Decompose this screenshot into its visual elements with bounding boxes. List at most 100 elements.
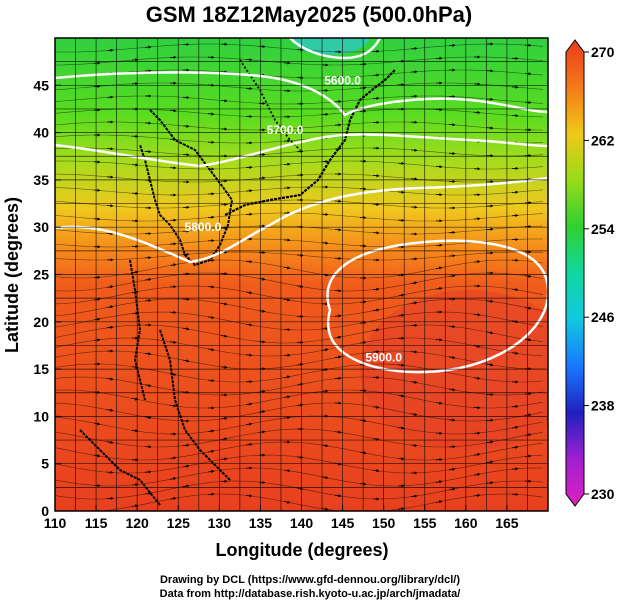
wind-arrow xyxy=(372,73,380,77)
wind-arrow xyxy=(93,454,101,458)
wind-arrow xyxy=(435,401,443,405)
wind-arrow xyxy=(169,477,177,481)
colorbar-tick-label: 254 xyxy=(591,221,615,237)
wind-arrow xyxy=(283,500,291,504)
wind-arrow xyxy=(207,215,215,219)
wind-arrow xyxy=(220,365,228,369)
wind-arrow xyxy=(511,404,519,409)
credit-data-source: Data from http://database.rish.kyoto-u.a… xyxy=(160,588,461,600)
wind-arrow xyxy=(258,176,266,180)
y-tick-label: 40 xyxy=(33,125,49,141)
wind-arrow xyxy=(448,123,456,127)
colorbar: 230 238 246 254 262 270 xyxy=(565,39,615,507)
wind-arrow xyxy=(296,48,304,52)
wind-arrow xyxy=(296,284,304,288)
wind-arrow xyxy=(397,426,405,430)
wind-arrow xyxy=(220,272,228,276)
wind-arrow xyxy=(245,291,253,295)
wind-arrow xyxy=(144,383,152,388)
wind-arrow xyxy=(182,124,190,128)
wind-arrow xyxy=(283,375,291,379)
wind-arrow xyxy=(220,334,228,338)
wind-arrow xyxy=(245,422,253,426)
wind-arrow xyxy=(207,315,215,319)
wind-arrow xyxy=(435,431,443,435)
wind-arrow xyxy=(207,112,215,116)
wind-arrow xyxy=(258,389,266,394)
wind-arrow xyxy=(296,362,304,367)
wind-arrow xyxy=(435,286,443,291)
y-tick-label: 35 xyxy=(33,172,49,188)
wind-arrow xyxy=(473,110,481,115)
wind-arrow xyxy=(106,325,114,329)
wind-arrow xyxy=(473,313,481,317)
wind-arrow xyxy=(397,190,405,194)
wind-arrow xyxy=(486,440,494,444)
wind-arrow xyxy=(524,274,532,278)
wind-arrow xyxy=(182,484,190,488)
wind-arrow xyxy=(169,496,177,501)
wind-arrow xyxy=(144,470,152,474)
wind-arrow xyxy=(397,394,405,398)
wind-arrow xyxy=(169,456,177,460)
wind-arrow xyxy=(473,431,481,435)
wind-arrow xyxy=(448,487,456,491)
chart-title: GSM 18Z12May2025 (500.0hPa) xyxy=(146,2,473,27)
coastlines xyxy=(79,59,396,506)
wind-arrow xyxy=(93,338,101,342)
wind-arrow xyxy=(220,302,228,306)
wind-arrow xyxy=(283,298,291,302)
wind-arrow xyxy=(245,259,253,264)
wind-arrow xyxy=(220,437,228,441)
wind-arrow xyxy=(410,380,418,384)
wind-arrow xyxy=(372,469,380,473)
wind-arrow xyxy=(93,422,101,426)
y-tick-label: 30 xyxy=(33,219,49,235)
wind-arrow xyxy=(511,213,519,218)
wind-arrow xyxy=(473,376,481,380)
wind-arrow xyxy=(296,487,304,491)
wind-arrow xyxy=(486,299,494,303)
wind-arrow xyxy=(144,45,152,49)
wind-arrow xyxy=(245,189,253,193)
colorbar-tick-label: 230 xyxy=(591,486,615,502)
wind-arrow xyxy=(207,469,215,474)
x-tick-label: 165 xyxy=(495,515,519,531)
x-axis-ticks: 110 115 120 125 130 135 140 145 150 155 160 165 xyxy=(44,505,519,531)
wind-arrow xyxy=(372,308,380,312)
colorbar-tick-label: 262 xyxy=(591,132,615,148)
wind-arrow xyxy=(182,464,190,468)
wind-arrow xyxy=(524,454,532,458)
wind-arrow xyxy=(283,139,291,143)
wind-arrow xyxy=(296,149,304,154)
y-tick-label: 25 xyxy=(33,267,49,283)
wind-arrow xyxy=(410,443,418,447)
wind-arrow xyxy=(296,253,304,257)
wind-arrow xyxy=(486,481,494,485)
wind-arrow xyxy=(448,324,456,329)
wind-arrow xyxy=(321,348,329,352)
colorbar-ticks: 230 238 246 254 262 270 xyxy=(584,44,615,502)
wind-arrow xyxy=(486,227,494,231)
wind-arrow xyxy=(397,313,405,318)
wind-arrow xyxy=(93,188,101,192)
wind-arrow xyxy=(410,350,418,354)
x-tick-label: 130 xyxy=(208,515,232,531)
colorbar-tick-label: 246 xyxy=(591,309,615,325)
wind-arrow xyxy=(410,494,418,498)
wind-arrow xyxy=(207,347,215,352)
y-axis-ticks: 0 5 10 15 20 25 30 35 40 45 xyxy=(33,77,61,519)
wind-arrow xyxy=(524,72,532,76)
wind-arrow xyxy=(372,350,380,354)
wind-arrow xyxy=(448,355,456,359)
wind-arrow xyxy=(321,112,329,117)
wind-arrow xyxy=(524,338,532,342)
wind-arrow xyxy=(220,203,228,207)
wind-arrow xyxy=(410,177,418,181)
wind-arrow xyxy=(283,469,291,473)
wind-arrow xyxy=(435,165,443,169)
wind-arrow xyxy=(245,58,253,62)
wind-arrow xyxy=(296,455,304,459)
contour-label: 5700.0 xyxy=(267,123,304,137)
